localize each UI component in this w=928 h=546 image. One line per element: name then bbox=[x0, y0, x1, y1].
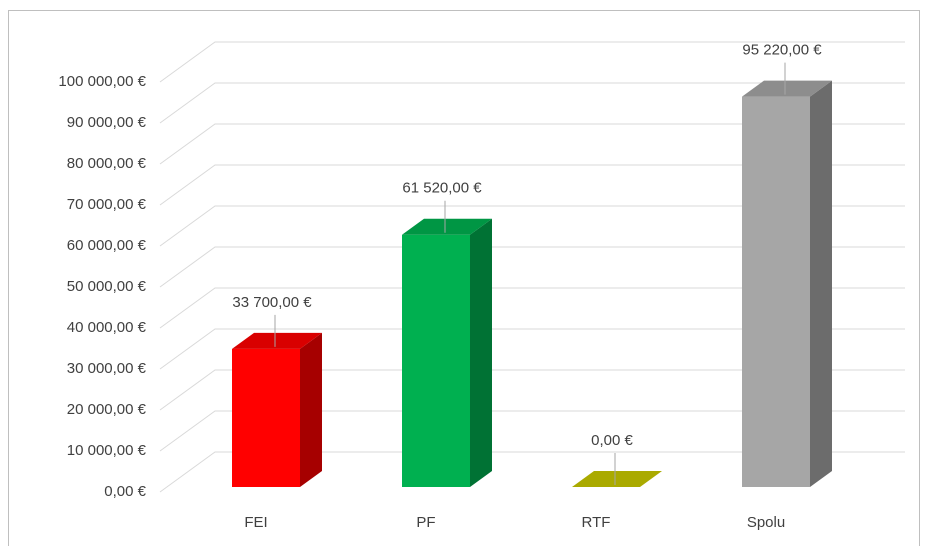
y-tick-label: 80 000,00 € bbox=[67, 155, 147, 172]
grid-line bbox=[159, 205, 905, 247]
bar-top bbox=[232, 332, 322, 349]
y-tick-label: 40 000,00 € bbox=[67, 319, 147, 336]
grid-line bbox=[159, 328, 905, 370]
bar-top bbox=[742, 80, 832, 97]
y-tick-label: 30 000,00 € bbox=[67, 360, 147, 377]
data-label: 95 220,00 € bbox=[742, 42, 822, 59]
bar-front bbox=[402, 234, 470, 487]
bar-side bbox=[300, 332, 322, 487]
y-tick-label: 90 000,00 € bbox=[67, 114, 147, 131]
y-tick-label: 20 000,00 € bbox=[67, 401, 147, 418]
y-tick-label: 100 000,00 € bbox=[58, 73, 146, 90]
bar-top bbox=[572, 471, 662, 487]
y-tick-label: 50 000,00 € bbox=[67, 278, 147, 295]
y-tick-label: 10 000,00 € bbox=[67, 442, 147, 459]
grid-line bbox=[159, 123, 905, 165]
grid-line bbox=[159, 164, 905, 206]
data-label: 61 520,00 € bbox=[402, 180, 482, 197]
y-tick-label: 60 000,00 € bbox=[67, 237, 147, 254]
bar bbox=[572, 471, 662, 487]
grid-line bbox=[159, 287, 905, 329]
bar bbox=[402, 218, 492, 487]
data-label: 0,00 € bbox=[591, 432, 633, 449]
x-tick-label: PF bbox=[416, 514, 435, 531]
y-tick-label: 70 000,00 € bbox=[67, 196, 147, 213]
bar bbox=[742, 80, 832, 488]
grid-line bbox=[159, 82, 905, 124]
x-tick-label: RTF bbox=[582, 514, 611, 531]
grid-line bbox=[159, 369, 905, 411]
bar-top bbox=[402, 218, 492, 235]
grid-line bbox=[159, 410, 905, 452]
grid-line bbox=[159, 246, 905, 288]
grid-line bbox=[159, 41, 905, 83]
bar-side bbox=[470, 218, 492, 487]
x-tick-label: Spolu bbox=[747, 514, 785, 531]
bar bbox=[232, 332, 322, 487]
data-label: 33 700,00 € bbox=[232, 294, 312, 311]
grid-line bbox=[159, 451, 905, 493]
bar-side bbox=[810, 80, 832, 488]
y-tick-label: 0,00 € bbox=[104, 483, 146, 500]
bar-front bbox=[232, 348, 300, 487]
x-tick-label: FEI bbox=[244, 514, 267, 531]
bar-front bbox=[742, 96, 810, 488]
